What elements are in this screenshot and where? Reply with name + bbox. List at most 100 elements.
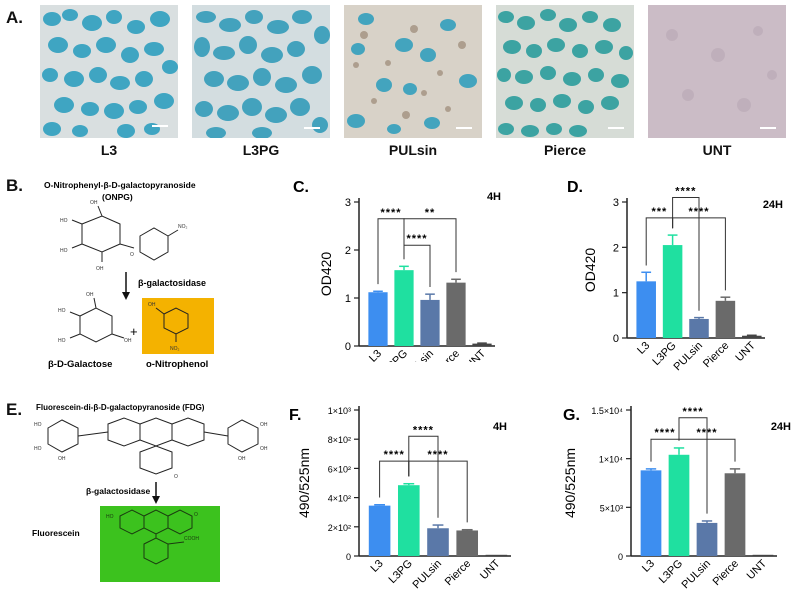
- micrograph-unt: [648, 5, 786, 138]
- significance-bracket: [408, 435, 439, 518]
- micrograph-l3: [40, 5, 178, 138]
- significance-label: **: [425, 207, 436, 219]
- bar-l3: [640, 470, 662, 556]
- svg-text:OH: OH: [148, 302, 156, 308]
- bar-l3: [368, 505, 391, 556]
- bar-unt: [472, 343, 492, 346]
- micrograph-pulsin: [344, 5, 482, 138]
- y-tick-label: 3: [345, 197, 351, 209]
- enzyme-label-e: β-galactosidase: [86, 486, 151, 496]
- y-tick-label: 1: [345, 293, 351, 305]
- panel-e-label: E.: [6, 400, 23, 419]
- chart-title: 24H: [771, 421, 791, 433]
- panel-label: D.: [567, 179, 583, 196]
- svg-text:OH: OH: [260, 422, 268, 428]
- enzyme-label-b: β-galactosidase: [138, 278, 206, 288]
- y-tick-label: 4×10²: [328, 494, 351, 504]
- y-axis-title: OD420: [582, 248, 598, 293]
- y-axis-title: 490/525nm: [562, 448, 578, 518]
- significance-bracket: [403, 218, 457, 273]
- bar-l3pg: [668, 454, 690, 556]
- svg-text:OH: OH: [86, 292, 94, 298]
- panel-b-label: B.: [6, 176, 23, 195]
- chart-title: 24H: [763, 199, 783, 211]
- bar-unt: [742, 335, 762, 338]
- bar-l3pg: [662, 245, 683, 338]
- bar-pierce: [724, 473, 746, 556]
- x-tick-label: UNT: [478, 557, 503, 582]
- y-tick-label: 0: [346, 552, 351, 562]
- y-tick-label: 2: [613, 242, 619, 254]
- svg-text:OH: OH: [96, 266, 104, 272]
- x-tick-label: UNT: [464, 347, 489, 362]
- x-tick-label: UNT: [733, 339, 758, 364]
- bar-unt: [485, 554, 508, 556]
- y-tick-label: 1×10³: [328, 406, 351, 416]
- bar-pierce: [715, 300, 736, 338]
- svg-text:HO: HO: [34, 446, 42, 452]
- y-tick-label: 3: [613, 197, 619, 209]
- x-tick-label: Pierce: [432, 348, 463, 362]
- panel-a-label: A.: [6, 8, 23, 27]
- svg-text:OH: OH: [238, 456, 246, 462]
- svg-text:HO: HO: [106, 514, 114, 520]
- significance-label: ****: [406, 233, 427, 245]
- panel-label: G.: [563, 407, 580, 424]
- significance-label: ****: [682, 406, 703, 418]
- chart-title: 4H: [487, 191, 501, 203]
- caption-l3: L3: [100, 142, 118, 158]
- onpg-abbr: (ONPG): [102, 192, 133, 202]
- bar-unt: [752, 554, 774, 556]
- x-tick-label: Pierce: [443, 558, 474, 589]
- significance-bracket: [408, 460, 468, 523]
- svg-text:O: O: [130, 252, 134, 258]
- bar-l3: [636, 281, 656, 338]
- fluorescein-label: Fluorescein: [32, 528, 80, 538]
- significance-label: ****: [675, 185, 696, 197]
- svg-text:COOH: COOH: [184, 536, 199, 542]
- y-tick-label: 1.5×10⁴: [591, 406, 623, 416]
- svg-text:OH: OH: [90, 200, 98, 206]
- svg-text:HO: HO: [60, 218, 68, 224]
- bar-pierce: [456, 530, 479, 556]
- o-nitrophenol-label: o-Nitrophenol: [146, 359, 208, 370]
- fluorescein-highlight: [100, 506, 220, 582]
- x-tick-label: Pierce: [711, 558, 742, 589]
- svg-text:NO₂: NO₂: [170, 346, 180, 352]
- bar-pulsin: [420, 299, 440, 346]
- bar-pierce: [446, 282, 466, 346]
- y-tick-label: 1: [613, 288, 619, 300]
- significance-bracket: [672, 196, 700, 311]
- x-tick-label: PULsin: [672, 340, 706, 372]
- significance-bracket: [403, 244, 431, 287]
- y-tick-label: 6×10²: [328, 464, 351, 474]
- svg-text:NO₂: NO₂: [178, 224, 188, 230]
- significance-bracket: [672, 217, 726, 291]
- x-tick-label: Pierce: [701, 340, 732, 371]
- y-tick-label: 0: [618, 552, 623, 562]
- significance-label: ****: [688, 206, 709, 218]
- y-tick-label: 1×10⁴: [599, 455, 623, 465]
- onpg-name: O-Nitrophenyl-β-D-galactopyranoside: [44, 180, 196, 190]
- bar-pulsin: [689, 318, 709, 338]
- significance-label: ****: [654, 427, 675, 439]
- bar-l3pg: [397, 485, 420, 556]
- y-tick-label: 2: [345, 245, 351, 257]
- significance-label: ****: [413, 424, 434, 436]
- significance-label: ****: [427, 449, 448, 461]
- caption-pulsin: PULsin: [388, 142, 438, 158]
- micrograph-l3pg: [192, 5, 330, 138]
- significance-label: ****: [696, 427, 717, 439]
- svg-text:O: O: [194, 512, 198, 518]
- panel-label: C.: [293, 179, 309, 196]
- panel-label: F.: [289, 407, 301, 424]
- svg-text:OH: OH: [260, 446, 268, 452]
- y-tick-label: 0: [345, 341, 351, 353]
- svg-text:OH: OH: [124, 338, 132, 344]
- significance-label: ****: [380, 207, 401, 219]
- svg-text:HO: HO: [58, 308, 66, 314]
- y-tick-label: 5×10³: [600, 503, 623, 513]
- bar-pulsin: [427, 528, 449, 556]
